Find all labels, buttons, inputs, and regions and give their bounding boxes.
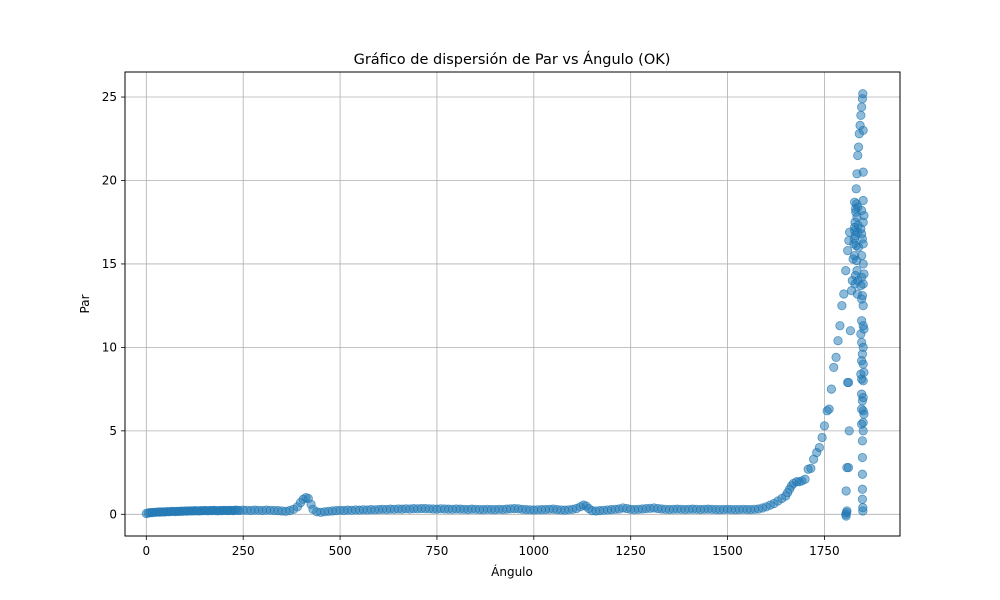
scatter-point (843, 377, 854, 388)
scatter-point (843, 245, 853, 256)
y-axis-label: Par (78, 294, 92, 313)
scatter-point (859, 210, 869, 221)
scatter-point (814, 442, 825, 453)
scatter-point (857, 349, 868, 359)
scatter-point (841, 266, 851, 276)
y-tick-label: 15 (102, 257, 117, 271)
scatter-point (856, 224, 866, 234)
x-axis-label: Ángulo (491, 564, 533, 579)
scatter-point (829, 362, 839, 373)
y-tick-label: 0 (109, 507, 117, 521)
scatter-point (858, 259, 868, 269)
scatter-point (858, 167, 868, 177)
scatter-point (857, 251, 867, 261)
scatter-point (851, 184, 861, 194)
scatter-point (859, 409, 869, 419)
scatter-point (858, 506, 868, 516)
scatter-point (857, 396, 868, 406)
scatter-point (826, 384, 837, 394)
scatter-point (856, 281, 866, 291)
x-tick-label: 0 (142, 544, 150, 558)
scatter-point (857, 291, 868, 301)
x-tick-label: 500 (329, 544, 352, 558)
scatter-point (837, 301, 847, 311)
scatter-point (845, 326, 856, 336)
y-tick-label: 10 (102, 340, 117, 354)
chart-title: Gráfico de dispersión de Par vs Ángulo (… (354, 51, 671, 68)
scatter-point (842, 506, 852, 516)
x-tick-label: 1750 (809, 544, 840, 558)
plot-area-frame (124, 71, 901, 537)
scatter-point (800, 474, 810, 484)
scatter-point (857, 337, 867, 347)
x-tick-label: 1500 (712, 544, 743, 558)
scatter-point (856, 329, 866, 339)
scatter-point (857, 494, 868, 504)
scatter-point (857, 419, 867, 429)
scatter-point (858, 195, 868, 206)
scatter-point (857, 316, 867, 326)
y-tick-label: 5 (109, 424, 117, 438)
scatter-point (858, 89, 868, 99)
scatter-point (833, 336, 843, 346)
scatter-point (841, 486, 851, 496)
scatter-point (843, 462, 854, 473)
scatter-point (839, 289, 849, 299)
scatter-point (857, 102, 867, 112)
scatter-point (819, 421, 830, 431)
x-tick-label: 750 (425, 544, 448, 558)
scatter-point (857, 234, 868, 244)
scatter-point (853, 142, 864, 152)
scatter-point (857, 436, 868, 446)
scatter-point (857, 469, 868, 479)
x-tick-label: 250 (232, 544, 255, 558)
axis-ticks: 0 250 500 750 1000 1250 1500 1750 0 5 10 15 20 25 (102, 90, 840, 558)
y-tick-label: 20 (102, 173, 117, 187)
data-points (141, 89, 869, 521)
scatter-point (844, 426, 854, 436)
x-tick-label: 1250 (615, 544, 646, 558)
scatter-point (817, 432, 827, 443)
scatter-point (853, 150, 863, 161)
scatter-point (824, 404, 834, 414)
scatter-point (831, 352, 841, 363)
scatter-point (806, 463, 816, 473)
scatter-point (857, 452, 868, 463)
scatter-point (835, 321, 845, 331)
scatter-point (857, 484, 868, 494)
scatter-point (858, 125, 868, 136)
scatter-point (856, 369, 866, 379)
y-tick-label: 25 (102, 90, 117, 104)
scatter-point (859, 269, 869, 279)
x-tick-label: 1000 (519, 544, 550, 558)
scatter-point (856, 110, 866, 121)
